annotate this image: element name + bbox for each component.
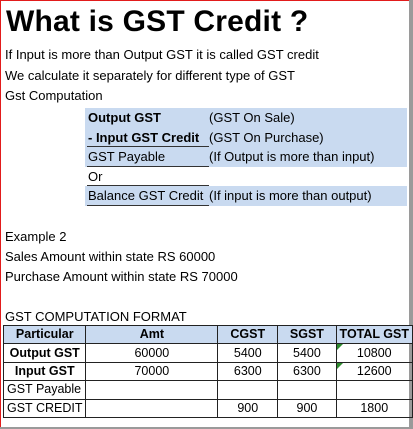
table-cell: 70000 <box>85 361 219 382</box>
table-cell: 900 <box>217 398 279 418</box>
table-cell: GST CREDIT <box>2 398 87 418</box>
column-header: TOTAL GST <box>335 324 413 345</box>
computation-label: Or <box>88 168 103 184</box>
page-title: What is GST Credit ? <box>6 5 309 38</box>
table-cell: 6300 <box>217 361 279 382</box>
computation-row-payable: GST Payable (If Output is more than inpu… <box>85 147 407 167</box>
column-header: Amt <box>85 324 219 345</box>
table-cell <box>85 380 219 400</box>
computation-label: Output GST <box>88 110 161 125</box>
computation-note: (If input is more than output) <box>209 188 372 203</box>
intro-line-1: If Input is more than Output GST it is c… <box>5 47 319 62</box>
computation-label: Balance GST Credit <box>88 188 204 203</box>
intro-line-2: We calculate it separately for different… <box>5 68 295 83</box>
computation-label: - Input GST Credit <box>88 129 200 145</box>
example-purchase: Purchase Amount within state RS 70000 <box>5 269 238 284</box>
table-row: Input GST 70000 6300 6300 12600 <box>2 361 413 382</box>
table-cell: 12600 <box>335 361 413 382</box>
computation-row-input: - Input GST Credit (GST On Purchase) <box>85 127 407 147</box>
computation-note: (GST On Sale) <box>209 110 295 125</box>
computation-row-balance: Balance GST Credit (If input is more tha… <box>85 186 407 206</box>
bottom-shadow <box>0 427 413 429</box>
table-header-row: Particular Amt CGST SGST TOTAL GST <box>2 324 413 345</box>
table-cell: 6300 <box>277 361 337 382</box>
computation-label: GST Payable <box>88 149 166 164</box>
table-cell: 10800 <box>335 343 413 363</box>
computation-note: (If Output is more than input) <box>209 149 375 164</box>
underline <box>87 185 209 186</box>
table-cell: 60000 <box>85 343 219 363</box>
underline <box>87 146 209 147</box>
computation-block: Output GST (GST On Sale) - Input GST Cre… <box>85 108 407 206</box>
table-cell: GST Payable <box>2 380 87 400</box>
table-cell: 1800 <box>335 398 413 418</box>
format-title: GST COMPUTATION FORMAT <box>5 309 187 324</box>
intro-line-3: Gst Computation <box>5 88 103 103</box>
table-cell <box>217 380 279 400</box>
table-cell: Input GST <box>2 361 87 382</box>
table-row: Output GST 60000 5400 5400 10800 <box>2 343 413 363</box>
computation-row-or: Or <box>85 167 407 186</box>
table-cell: 5400 <box>217 343 279 363</box>
example-heading: Example 2 <box>5 229 67 244</box>
computation-note: (GST On Purchase) <box>209 129 324 145</box>
table-cell: 900 <box>277 398 337 418</box>
table-cell: Output GST <box>2 343 87 363</box>
example-sales: Sales Amount within state RS 60000 <box>5 249 216 264</box>
column-header: SGST <box>277 324 337 345</box>
table-row: GST CREDIT 900 900 1800 <box>2 398 413 418</box>
underline <box>87 165 209 167</box>
computation-row-output: Output GST (GST On Sale) <box>85 108 407 128</box>
right-shadow <box>409 0 413 429</box>
column-header: Particular <box>2 324 87 345</box>
table-cell <box>277 380 337 400</box>
underline <box>87 204 209 206</box>
gst-computation-table: Particular Amt CGST SGST TOTAL GST Outpu… <box>2 324 413 418</box>
table-row: GST Payable <box>2 380 413 400</box>
table-cell <box>85 398 219 418</box>
table-cell <box>335 380 413 400</box>
table-cell: 5400 <box>277 343 337 363</box>
column-header: CGST <box>217 324 279 345</box>
